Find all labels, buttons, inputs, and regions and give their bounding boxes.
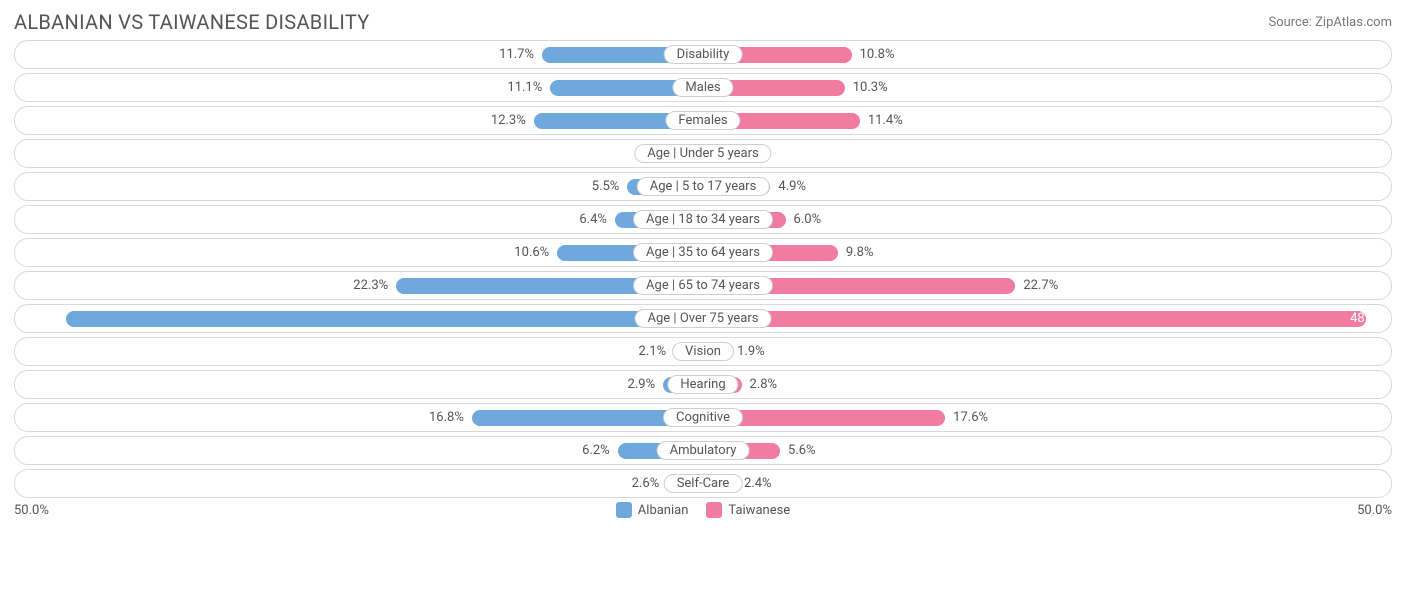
bar-row: 6.4% 6.0% Age | 18 to 34 years — [14, 205, 1392, 234]
legend-item-albanian: Albanian — [616, 502, 689, 518]
left-half: 46.3% — [15, 305, 703, 332]
category-pill: Disability — [664, 45, 743, 64]
left-half: 16.8% — [15, 404, 703, 431]
right-bar — [703, 311, 1366, 327]
bar-row: 6.2% 5.6% Ambulatory — [14, 436, 1392, 465]
right-half: 48.2% — [703, 305, 1391, 332]
left-half: 6.4% — [15, 206, 703, 233]
right-half: 9.8% — [703, 239, 1391, 266]
category-pill: Self-Care — [664, 474, 743, 493]
right-value: 4.9% — [778, 179, 806, 194]
bar-row: 46.3% 48.2% Age | Over 75 years — [14, 304, 1392, 333]
left-value: 16.8% — [429, 410, 464, 425]
bar-row: 5.5% 4.9% Age | 5 to 17 years — [14, 172, 1392, 201]
right-half: 1.9% — [703, 338, 1391, 365]
right-value: 2.8% — [750, 377, 778, 392]
chart-source: Source: ZipAtlas.com — [1268, 15, 1392, 30]
left-value: 5.5% — [592, 179, 620, 194]
left-half: 12.3% — [15, 107, 703, 134]
right-value: 22.7% — [1023, 278, 1058, 293]
left-half: 5.5% — [15, 173, 703, 200]
right-half: 22.7% — [703, 272, 1391, 299]
right-value: 5.6% — [788, 443, 816, 458]
bar-row: 16.8% 17.6% Cognitive — [14, 403, 1392, 432]
category-pill: Age | 35 to 64 years — [633, 243, 773, 262]
left-half: 1.1% — [15, 140, 703, 167]
right-axis-max: 50.0% — [1357, 503, 1392, 518]
bar-row: 10.6% 9.8% Age | 35 to 64 years — [14, 238, 1392, 267]
right-value: 10.3% — [853, 80, 888, 95]
left-half: 2.6% — [15, 470, 703, 497]
bar-row: 11.1% 10.3% Males — [14, 73, 1392, 102]
category-pill: Ambulatory — [657, 441, 750, 460]
bar-row: 22.3% 22.7% Age | 65 to 74 years — [14, 271, 1392, 300]
left-value: 22.3% — [353, 278, 388, 293]
left-axis-max: 50.0% — [14, 503, 49, 518]
left-half: 11.7% — [15, 41, 703, 68]
right-value: 6.0% — [794, 212, 822, 227]
left-half: 2.9% — [15, 371, 703, 398]
bar-row: 12.3% 11.4% Females — [14, 106, 1392, 135]
left-value: 12.3% — [491, 113, 526, 128]
category-pill: Age | 18 to 34 years — [633, 210, 773, 229]
left-half: 22.3% — [15, 272, 703, 299]
left-value: 2.9% — [628, 377, 656, 392]
right-half: 10.8% — [703, 41, 1391, 68]
legend-swatch — [706, 502, 722, 518]
right-value: 9.8% — [846, 245, 874, 260]
left-half: 10.6% — [15, 239, 703, 266]
left-half: 2.1% — [15, 338, 703, 365]
right-half: 11.4% — [703, 107, 1391, 134]
right-value: 48.2% — [1350, 311, 1385, 326]
left-bar — [66, 311, 703, 327]
category-pill: Hearing — [667, 375, 738, 394]
left-value: 6.2% — [582, 443, 610, 458]
left-value: 11.7% — [499, 47, 534, 62]
chart-footer: 50.0% Albanian Taiwanese 50.0% — [14, 502, 1392, 518]
left-value: 46.3% — [21, 311, 56, 326]
legend: Albanian Taiwanese — [616, 502, 790, 518]
right-half: 2.4% — [703, 470, 1391, 497]
right-value: 11.4% — [868, 113, 903, 128]
bar-row: 2.1% 1.9%Vision — [14, 337, 1392, 366]
left-value: 6.4% — [579, 212, 607, 227]
chart-title: ALBANIAN VS TAIWANESE DISABILITY — [14, 10, 370, 34]
bar-row: 2.9% 2.8% Hearing — [14, 370, 1392, 399]
legend-item-taiwanese: Taiwanese — [706, 502, 790, 518]
left-value: 10.6% — [514, 245, 549, 260]
category-pill: Vision — [672, 342, 734, 361]
category-pill: Age | Under 5 years — [634, 144, 771, 163]
category-pill: Males — [672, 78, 733, 97]
left-value: 11.1% — [507, 80, 542, 95]
right-value: 17.6% — [953, 410, 988, 425]
category-pill: Age | 65 to 74 years — [633, 276, 773, 295]
category-pill: Females — [665, 111, 740, 130]
category-pill: Age | 5 to 17 years — [637, 177, 770, 196]
bar-row: 11.7% 10.8% Disability — [14, 40, 1392, 69]
bar-row: 2.6% 2.4%Self-Care — [14, 469, 1392, 498]
chart-header: ALBANIAN VS TAIWANESE DISABILITY Source:… — [14, 10, 1392, 34]
right-value: 2.4% — [744, 476, 772, 491]
category-pill: Cognitive — [663, 408, 743, 427]
right-half: 17.6% — [703, 404, 1391, 431]
bar-row: 1.1%1.3%Age | Under 5 years — [14, 139, 1392, 168]
right-half: 5.6% — [703, 437, 1391, 464]
legend-label: Albanian — [638, 503, 689, 518]
right-value: 1.9% — [737, 344, 765, 359]
right-half: 1.3% — [703, 140, 1391, 167]
right-value: 10.8% — [860, 47, 895, 62]
legend-swatch — [616, 502, 632, 518]
left-value: 2.1% — [639, 344, 667, 359]
legend-label: Taiwanese — [728, 503, 790, 518]
chart-rows: 11.7% 10.8% Disability 11.1% 10.3% Males 12.3%… — [14, 40, 1392, 498]
right-half: 4.9% — [703, 173, 1391, 200]
right-half: 10.3% — [703, 74, 1391, 101]
category-pill: Age | Over 75 years — [635, 309, 772, 328]
right-half: 6.0% — [703, 206, 1391, 233]
left-value: 2.6% — [632, 476, 660, 491]
left-half: 11.1% — [15, 74, 703, 101]
right-half: 2.8% — [703, 371, 1391, 398]
left-half: 6.2% — [15, 437, 703, 464]
